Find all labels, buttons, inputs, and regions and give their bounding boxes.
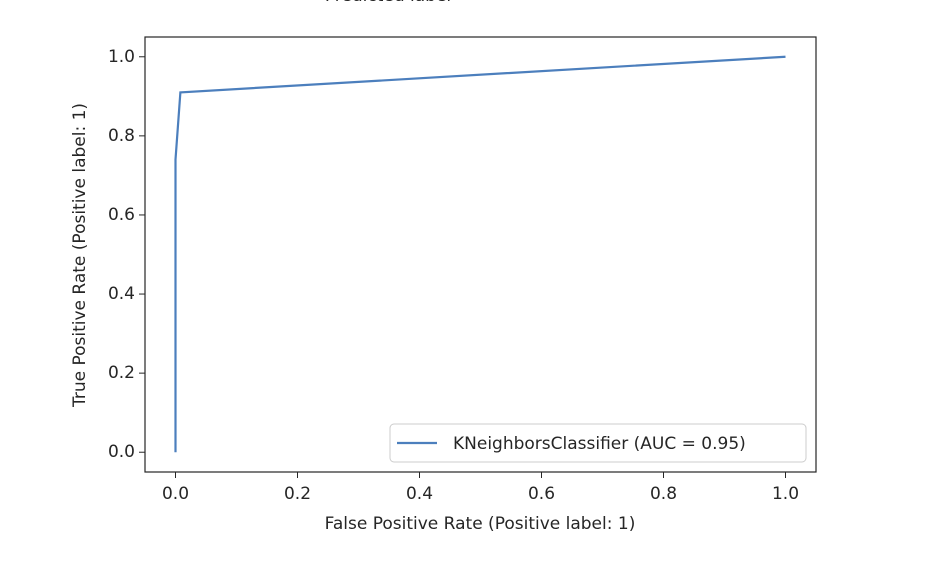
- x-tick-label: 0.2: [284, 484, 311, 504]
- y-tick-label: 0.6: [108, 205, 135, 225]
- y-tick-label: 1.0: [108, 47, 135, 67]
- y-tick-label: 0.2: [108, 363, 135, 383]
- y-tick-label: 0.0: [108, 442, 135, 462]
- axes-frame: [144, 36, 817, 473]
- roc-curve: [174, 55, 786, 453]
- x-tick-label: 0.4: [406, 484, 433, 504]
- y-tick-label: 0.8: [108, 126, 135, 146]
- cropped-label: Predicted label: [325, 0, 451, 6]
- y-tick-label: 0.4: [108, 284, 135, 304]
- legend-box: [389, 423, 807, 463]
- x-tick-label: 0.8: [650, 484, 677, 504]
- x-tick-label: 0.0: [162, 484, 189, 504]
- x-tick-label: 0.6: [528, 484, 555, 504]
- legend-label: KNeighborsClassifier (AUC = 0.95): [453, 434, 746, 454]
- x-tick-label: 1.0: [772, 484, 799, 504]
- x-axis-label: False Positive Rate (Positive label: 1): [325, 514, 636, 534]
- y-axis-label: True Positive Rate (Positive label: 1): [70, 103, 90, 408]
